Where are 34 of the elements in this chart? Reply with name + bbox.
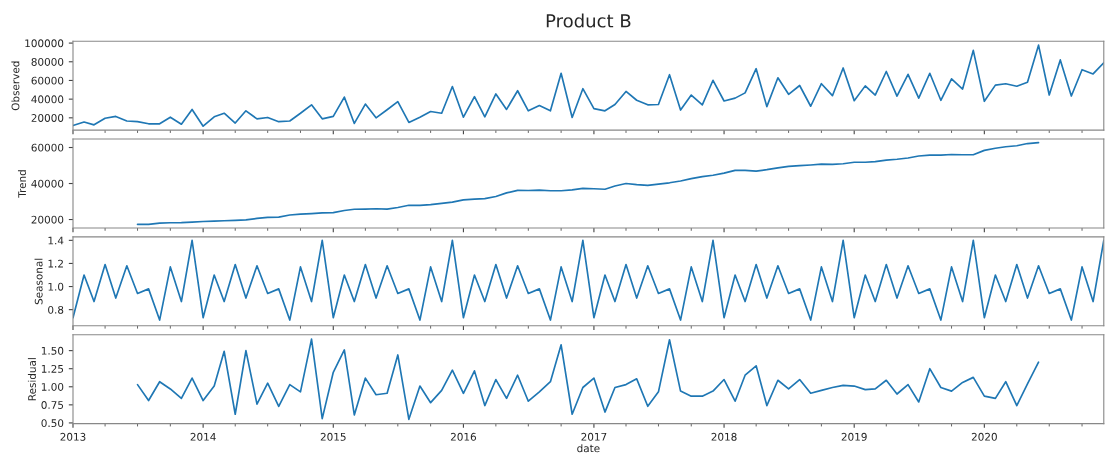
y-tick-label: 40000: [31, 95, 64, 104]
y-tick-label: 0.75: [41, 401, 64, 409]
y-tick-label: 1.50: [41, 346, 64, 355]
line-series: [136, 141, 1040, 226]
y-tick-label: 0.50: [41, 419, 64, 428]
y-tick-label: 1.4: [48, 236, 64, 245]
x-tick-label: 2018: [711, 432, 737, 441]
x-tick-label: 2020: [971, 432, 997, 441]
y-tick-label: 1.2: [48, 259, 63, 268]
x-axis-title: date: [577, 444, 600, 453]
x-tick-label: 2013: [60, 432, 86, 441]
x-tick-label: 2016: [450, 432, 477, 441]
x-tick-label: 2015: [320, 432, 346, 441]
y-tick-label: 20000: [31, 215, 64, 224]
y-tick-label: 60000: [31, 143, 64, 152]
y-tick-label: 20000: [31, 114, 64, 122]
y-tick-label: 100000: [25, 39, 64, 48]
line-series: [73, 44, 1104, 128]
y-tick-label: 1.25: [41, 364, 64, 373]
y-axis-title: Residual: [27, 358, 36, 401]
y-tick-label: 1.00: [41, 383, 64, 391]
x-tick-label: 2019: [841, 432, 867, 441]
y-axis-title: Seasonal: [34, 258, 43, 305]
y-tick-label: 40000: [31, 179, 64, 188]
y-tick-label: 1.0: [48, 282, 64, 291]
y-tick-label: 60000: [31, 76, 64, 85]
line-series: [136, 338, 1040, 421]
chart-title: Product B: [546, 13, 631, 28]
y-tick-label: 80000: [31, 58, 64, 66]
y-axis-title: Trend: [17, 170, 27, 198]
x-tick-label: 2017: [581, 432, 607, 441]
y-axis-title: Observed: [11, 61, 20, 111]
x-tick-label: 2014: [190, 432, 216, 441]
y-tick-label: 0.8: [48, 305, 64, 314]
